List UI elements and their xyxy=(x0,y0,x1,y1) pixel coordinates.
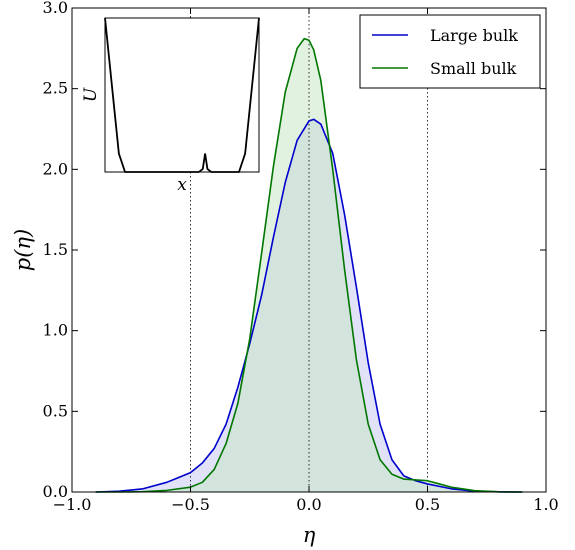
inset-x-label: x xyxy=(177,175,187,195)
x-tick-label: −0.5 xyxy=(171,495,210,514)
y-tick-label: 2.0 xyxy=(43,159,68,178)
y-tick-label: 1.5 xyxy=(43,240,68,259)
series-line-small-bulk xyxy=(95,37,523,493)
y-axis-label: p(η) xyxy=(11,229,35,271)
y-tick-label: 0.0 xyxy=(43,482,68,501)
series-curves xyxy=(95,37,523,493)
legend-label-small-bulk: Small bulk xyxy=(430,59,517,78)
x-tick-label: 1.0 xyxy=(533,495,558,514)
legend-box xyxy=(359,14,541,89)
inset-frame xyxy=(104,17,260,173)
y-axis-ticks: 0.0 0.5 1.0 1.5 2.0 2.5 3.0 xyxy=(43,0,546,501)
x-axis-ticks: −1.0 −0.5 0.0 0.5 1.0 xyxy=(53,8,559,514)
x-tick-label: 0.5 xyxy=(415,495,440,514)
x-axis-label: η xyxy=(303,523,316,547)
inset-plot: x U xyxy=(81,17,260,195)
y-tick-label: 3.0 xyxy=(43,0,68,17)
legend-label-large-bulk: Large bulk xyxy=(430,26,518,45)
legend: Large bulk Small bulk xyxy=(359,14,541,89)
x-tick-label: −1.0 xyxy=(53,495,92,514)
y-tick-label: 1.0 xyxy=(43,321,68,340)
y-tick-label: 2.5 xyxy=(43,79,68,98)
inset-y-label: U xyxy=(81,87,101,102)
plot-area: −1.0 −0.5 0.0 0.5 1.0 0.0 0.5 1.0 1.5 2.0 2.5 3.0 xyxy=(43,0,559,514)
inset-potential-curve xyxy=(104,17,260,173)
y-tick-label: 0.5 xyxy=(43,401,68,420)
series-line-large-bulk xyxy=(95,118,523,493)
x-tick-label: 0.0 xyxy=(296,495,321,514)
